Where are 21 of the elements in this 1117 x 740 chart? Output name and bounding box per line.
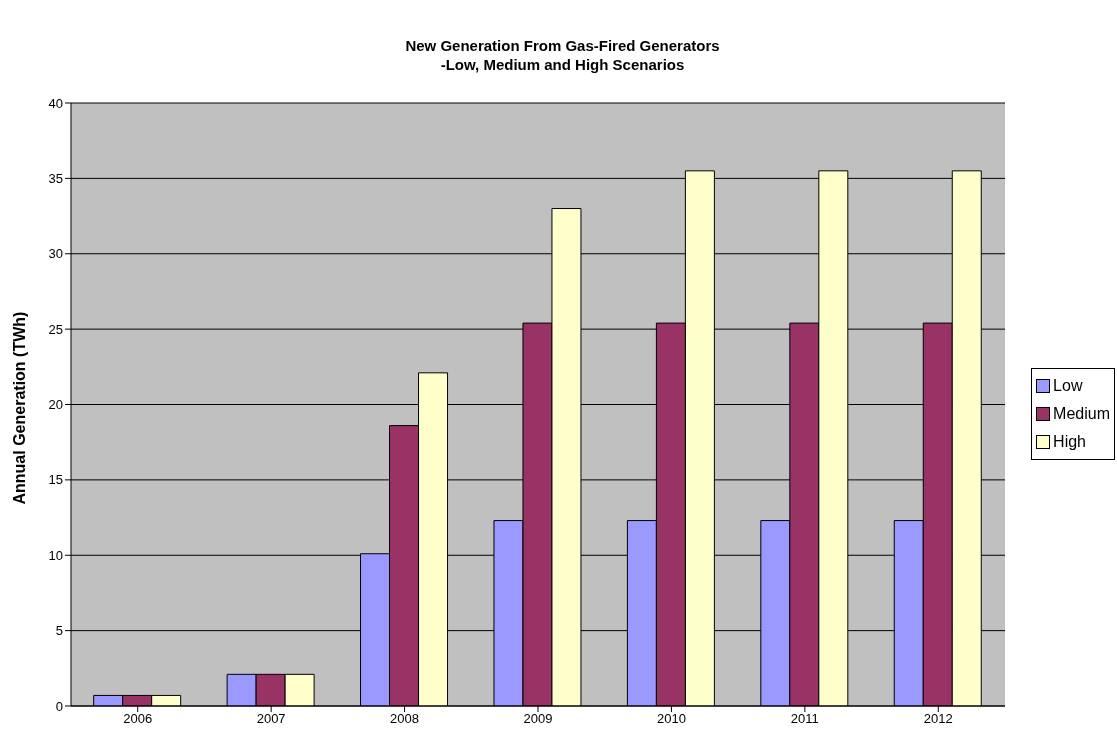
x-tick-label: 2010 [656,711,686,727]
x-tick-label: 2006 [123,711,153,727]
y-axis-title: Annual Generation (TWh) [10,311,28,505]
y-tick-label: 0 [55,698,63,714]
x-tick-label: 2009 [523,711,553,727]
y-tick-label: 40 [48,95,63,111]
x-tick-label: 2007 [256,711,286,727]
legend-label: Medium [1053,404,1110,424]
y-tick-label: 30 [48,246,63,262]
y-tick-label: 5 [55,623,63,639]
legend-label: High [1053,432,1086,452]
y-tick-label: 35 [48,170,63,186]
y-tick-label: 20 [48,397,63,413]
y-tick-label: 15 [48,472,63,488]
x-tick-label: 2008 [390,711,420,727]
legend-label: Low [1053,376,1083,396]
y-tick-label: 10 [48,547,63,563]
chart-title: New Generation From Gas-Fired Generators -Low, Medium and High Scenarios [404,36,721,74]
x-tick-label: 2012 [923,711,953,727]
y-tick-label: 25 [48,321,63,337]
x-tick-label: 2011 [790,711,819,727]
